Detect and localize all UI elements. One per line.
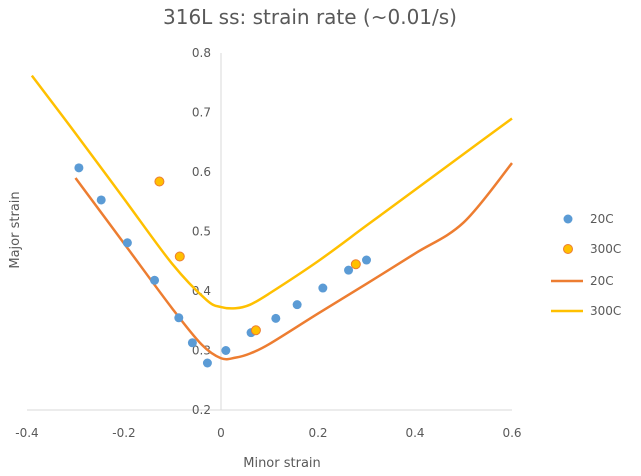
legend-swatch-marker-0: [563, 214, 573, 224]
chart-title: 316L ss: strain rate (~0.01/s): [163, 5, 457, 29]
x-tick-label: 0.4: [405, 426, 424, 440]
data-point-20C-6: [202, 358, 212, 368]
y-axis-title: Major strain: [8, 191, 23, 268]
data-point-20C-2: [122, 238, 132, 248]
data-point-20C-11: [318, 283, 328, 293]
y-tick-label: 0.6: [192, 165, 211, 179]
data-point-20C-4: [174, 313, 184, 323]
y-tick-labels: 0.2 0.3 0.4 0.5 0.6 0.7 0.8: [192, 46, 211, 417]
x-tick-label: 0.2: [308, 426, 327, 440]
data-point-300C-0: [154, 176, 165, 187]
x-tick-label: -0.4: [15, 426, 38, 440]
data-point-20C-5: [187, 338, 197, 348]
series-line-300C-3: [30, 74, 513, 310]
data-point-300C-1: [174, 251, 185, 262]
legend-label-1: 300C: [590, 242, 621, 256]
legend-swatch-marker-1: [563, 244, 573, 254]
series-line-20C-2: [74, 162, 513, 361]
series-lines: [30, 74, 513, 361]
y-tick-label: 0.4: [192, 284, 211, 298]
data-point-20C-9: [271, 313, 281, 323]
series-points: [74, 163, 371, 368]
axes: [27, 53, 512, 411]
data-point-20C-3: [150, 275, 160, 285]
y-tick-label: 0.3: [192, 344, 211, 358]
y-tick-label: 0.5: [192, 225, 211, 239]
data-point-300C-3: [350, 259, 361, 270]
legend-label-2: 20C: [590, 274, 614, 288]
legend: 20C 300C 20C 300C: [551, 212, 621, 318]
x-tick-labels: -0.4 -0.2 0 0.2 0.4 0.6: [15, 426, 521, 440]
x-tick-label: -0.2: [112, 426, 135, 440]
data-point-20C-0: [74, 163, 84, 173]
x-tick-label: 0: [217, 426, 225, 440]
x-tick-label: 0.6: [502, 426, 521, 440]
data-point-20C-12: [344, 265, 354, 275]
data-point-20C-13: [362, 255, 371, 265]
y-tick-label: 0.8: [192, 46, 211, 60]
data-point-300C-2: [250, 325, 261, 336]
data-point-20C-10: [292, 300, 302, 310]
legend-label-3: 300C: [590, 304, 621, 318]
x-axis-title: Minor strain: [243, 456, 321, 471]
data-point-20C-1: [96, 195, 106, 205]
y-tick-label: 0.7: [192, 106, 211, 120]
y-tick-label: 0.2: [192, 403, 211, 417]
data-point-20C-7: [221, 346, 231, 355]
legend-label-0: 20C: [590, 212, 614, 226]
